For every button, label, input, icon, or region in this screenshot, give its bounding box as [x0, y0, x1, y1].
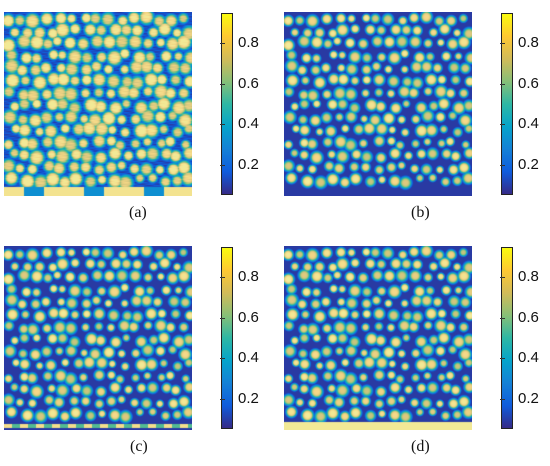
- colorbar-tick-label: 0.8: [518, 268, 539, 286]
- colorbar-tick-label: 0.2: [518, 389, 539, 407]
- colorbar-a: [221, 13, 233, 195]
- colorbar-tick-label: 0.2: [238, 155, 259, 173]
- panel-a: 0.2 0.4 0.6 0.8 (a): [0, 0, 270, 232]
- colorbar-tick: [220, 398, 225, 400]
- colorbar-tick: [220, 317, 225, 319]
- heatmap-a: [4, 12, 192, 196]
- colorbar-tick-label: 0.6: [518, 308, 539, 326]
- colorbar-tick-label: 0.6: [518, 74, 539, 92]
- caption-b: (b): [411, 204, 430, 221]
- colorbar-tick: [500, 398, 505, 400]
- heatmap-b: [284, 12, 472, 196]
- colorbar-b: [501, 13, 513, 195]
- colorbar-tick: [500, 317, 505, 319]
- colorbar-tick-label: 0.2: [238, 389, 259, 407]
- panel-d: 0.2 0.4 0.6 0.8 (d): [280, 234, 550, 466]
- caption-d: (d): [411, 438, 430, 455]
- colorbar-tick-label: 0.6: [238, 74, 259, 92]
- colorbar-tick: [500, 164, 505, 166]
- colorbar-tick: [500, 43, 505, 45]
- colorbar-tick-label: 0.8: [238, 268, 259, 286]
- colorbar-tick: [500, 358, 505, 360]
- colorbar-tick: [220, 124, 225, 126]
- colorbar-tick-label: 0.8: [518, 34, 539, 52]
- heatmap-c: [4, 246, 192, 430]
- colorbar-tick-label: 0.4: [518, 115, 539, 133]
- colorbar-tick: [500, 277, 505, 279]
- panel-c: 0.2 0.4 0.6 0.8 (c): [0, 234, 270, 466]
- heatmap-d: [284, 246, 472, 430]
- colorbar-tick: [220, 164, 225, 166]
- colorbar-tick-label: 0.4: [518, 349, 539, 367]
- colorbar-tick: [220, 277, 225, 279]
- colorbar-tick: [500, 124, 505, 126]
- colorbar-tick-label: 0.4: [238, 349, 259, 367]
- caption-a: (a): [129, 204, 147, 221]
- panel-b: 0.2 0.4 0.6 0.8 (b): [280, 0, 550, 232]
- caption-c: (c): [130, 438, 148, 455]
- colorbar-tick-label: 0.8: [238, 34, 259, 52]
- colorbar-tick: [220, 43, 225, 45]
- colorbar-tick: [220, 83, 225, 85]
- colorbar-c: [221, 247, 233, 429]
- colorbar-tick-label: 0.2: [518, 155, 539, 173]
- colorbar-d: [501, 247, 513, 429]
- colorbar-tick: [220, 358, 225, 360]
- colorbar-tick: [500, 83, 505, 85]
- colorbar-tick-label: 0.6: [238, 308, 259, 326]
- colorbar-tick-label: 0.4: [238, 115, 259, 133]
